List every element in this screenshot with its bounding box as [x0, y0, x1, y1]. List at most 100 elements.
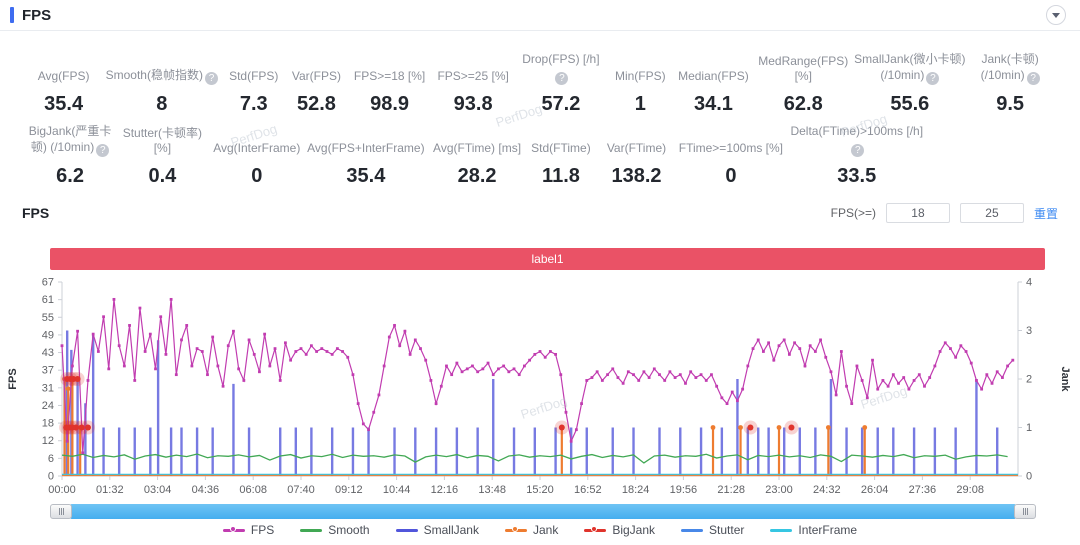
scrollbar-right-handle[interactable] [1014, 504, 1036, 519]
legend-label: SmallJank [423, 523, 479, 537]
scrollbar-left-handle[interactable] [50, 504, 72, 519]
fps-marker [954, 355, 958, 359]
bigjank-marker [70, 376, 77, 382]
x-tick: 21:28 [717, 484, 745, 496]
fps-marker [164, 352, 168, 356]
fps-marker [486, 361, 490, 365]
fps-marker [190, 364, 194, 368]
y-left-tick: 43 [42, 347, 54, 359]
fps-marker [128, 324, 131, 327]
fps-marker [491, 373, 495, 377]
fps-marker [881, 379, 885, 382]
fps-marker [367, 428, 370, 432]
x-tick: 29:08 [956, 484, 984, 496]
metric-value: 52.8 [296, 93, 336, 115]
fps-marker [273, 347, 277, 350]
fps-marker [471, 364, 474, 368]
help-icon[interactable]: ? [1026, 72, 1040, 85]
metric-label: Avg(FPS) [37, 69, 90, 84]
bigjank-marker [788, 424, 795, 431]
fps-marker [663, 379, 667, 382]
fps-threshold-input-2[interactable] [959, 203, 1024, 223]
help-icon[interactable]: ? [96, 144, 110, 157]
fps-marker [751, 347, 755, 350]
reset-link[interactable]: 重置 [1033, 206, 1058, 221]
metric-value: 0 [725, 165, 737, 187]
fps-marker [891, 373, 895, 377]
y-right-axis-title: Jank [1059, 366, 1071, 392]
legend-item-interframe[interactable]: InterFrame [770, 523, 857, 537]
legend-swatch [395, 528, 418, 532]
smooth-line [61, 453, 1008, 464]
help-icon[interactable]: ? [555, 72, 569, 85]
fps-marker [232, 329, 235, 333]
fps-marker [226, 344, 230, 348]
fps-marker [356, 402, 360, 406]
fps-marker [76, 329, 79, 333]
chart-header: FPS FPS(>=) 重置 [0, 201, 1080, 225]
fps-marker [975, 379, 978, 382]
fps-marker [767, 341, 771, 345]
fps-threshold-input-1[interactable] [885, 203, 950, 223]
legend-swatch [300, 528, 323, 532]
metrics-row-2: BigJank(严重卡顿) (/10min)? 6.2 Stutter(卡顿率) [… [0, 121, 1080, 187]
fps-marker [86, 379, 90, 382]
fps-marker [720, 396, 724, 400]
legend-item-bigjank[interactable]: BigJank [584, 523, 655, 537]
fps-marker [320, 347, 324, 350]
fps-marker [60, 344, 64, 348]
bigjank-marker [78, 424, 85, 431]
fps-chart[interactable]: 67 61 55 49 43 37 31 24 18 12 6 0 4 3 2 1 0 00:00 01:32 03:… [0, 274, 1080, 500]
fps-marker [268, 364, 272, 368]
fps-marker [258, 370, 261, 374]
x-tick: 26:04 [861, 484, 889, 496]
row1-metric: Std(FPS) 7.3 [222, 69, 285, 115]
scrollbar-track[interactable] [70, 504, 1016, 519]
fps-marker [512, 367, 516, 371]
metric-label: Delta(FTime)>100ms [/h]? [790, 124, 924, 157]
fps-marker [949, 347, 952, 350]
fps-marker [626, 370, 630, 374]
x-tick: 18:24 [622, 484, 650, 496]
chart-range-scrollbar[interactable] [50, 504, 1036, 519]
x-tick: 01:32 [96, 484, 124, 496]
y-right-tick: 1 [1026, 422, 1032, 434]
fps-marker [855, 364, 859, 368]
fps-marker [154, 367, 157, 371]
legend-item-stutter[interactable]: Stutter [681, 523, 744, 537]
fps-marker [284, 341, 287, 345]
x-tick: 16:52 [574, 484, 602, 496]
fps-marker [174, 373, 178, 377]
y-left-tick: 12 [42, 435, 54, 447]
jank-marker [738, 425, 743, 430]
row1-metric: Var(FPS) 52.8 [285, 69, 348, 115]
help-icon[interactable]: ? [204, 72, 218, 85]
legend-item-smooth[interactable]: Smooth [300, 523, 370, 537]
x-tick: 10:44 [383, 484, 411, 496]
fps-marker [793, 341, 796, 345]
y-right-tick: 2 [1026, 374, 1032, 386]
fps-marker [902, 376, 906, 379]
fps-marker [393, 324, 396, 327]
legend-label: InterFrame [798, 523, 858, 537]
fps-marker [335, 347, 339, 350]
help-icon[interactable]: ? [851, 144, 865, 157]
fps-marker [600, 379, 604, 382]
metric-value: 6.2 [56, 165, 84, 187]
legend-item-jank[interactable]: Jank [504, 523, 558, 537]
fps-threshold-label: FPS(>=) [830, 206, 876, 220]
fps-marker [923, 384, 926, 388]
fps-marker [829, 370, 833, 374]
fps-marker [185, 324, 189, 327]
panel-header: FPS [0, 0, 1080, 30]
legend-item-fps[interactable]: FPS [222, 523, 274, 537]
jank-marker [825, 425, 831, 430]
fps-marker [211, 335, 215, 339]
help-icon[interactable]: ? [926, 72, 940, 85]
fps-marker [564, 410, 568, 414]
collapse-button[interactable] [1046, 5, 1066, 25]
legend-item-smalljank[interactable]: SmallJank [395, 523, 479, 537]
fps-marker [263, 332, 267, 336]
row2-metric: Stutter(卡顿率) [%] 0.4 [114, 126, 211, 187]
